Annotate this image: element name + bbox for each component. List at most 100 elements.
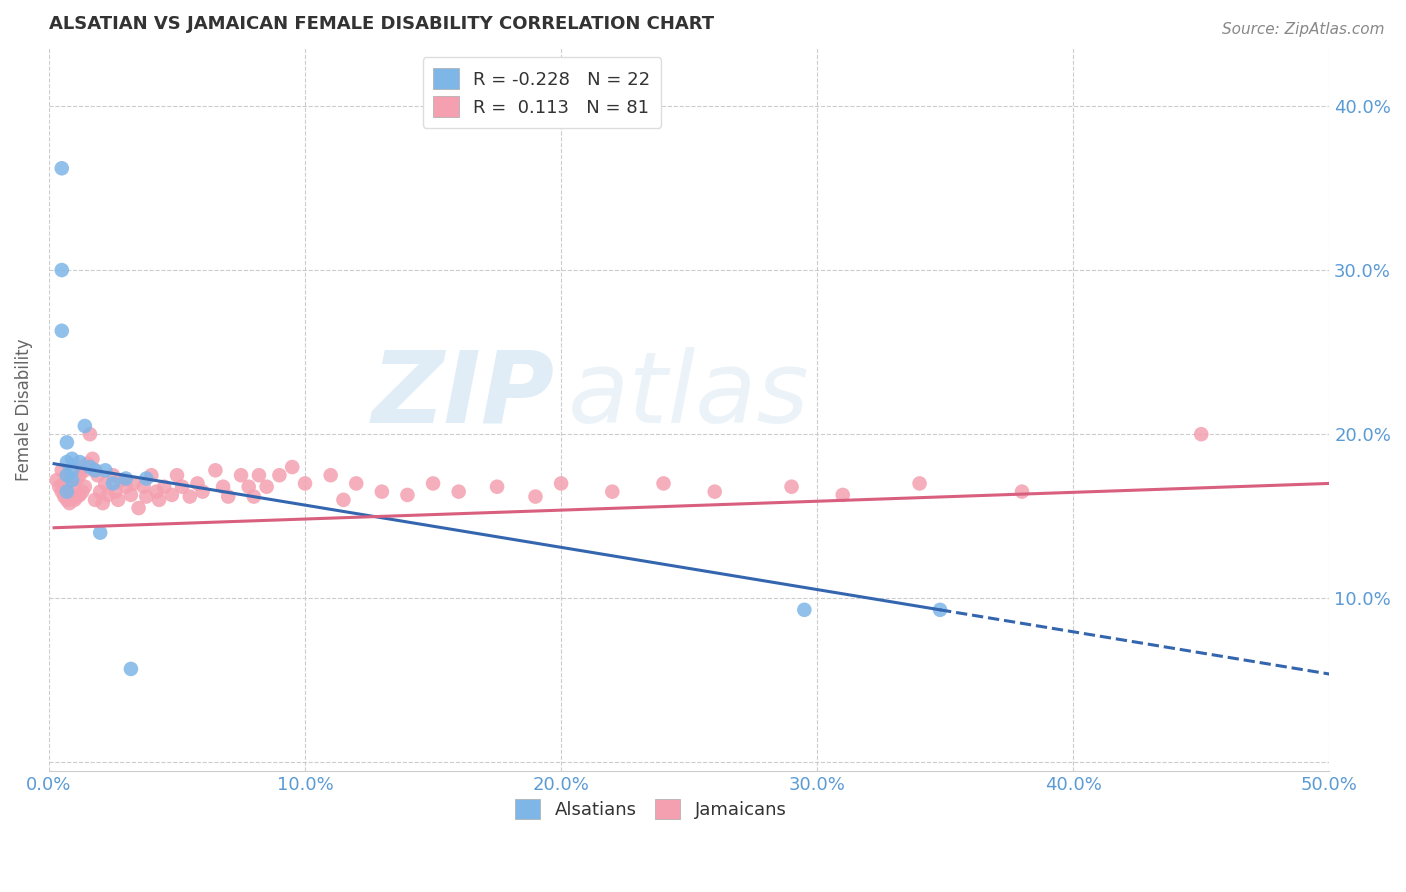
Point	[69, 468, 91, 483]
Point	[58, 496, 80, 510]
Point	[160, 488, 183, 502]
Point	[191, 484, 214, 499]
Point	[166, 468, 188, 483]
Point	[89, 484, 111, 499]
Point	[51, 324, 73, 338]
Point	[229, 468, 252, 483]
Point	[56, 492, 79, 507]
Point	[396, 488, 419, 502]
Point	[212, 480, 235, 494]
Point	[132, 480, 155, 494]
Point	[56, 468, 79, 483]
Point	[79, 460, 101, 475]
Text: Source: ZipAtlas.com: Source: ZipAtlas.com	[1222, 22, 1385, 37]
Point	[145, 484, 167, 499]
Point	[238, 480, 260, 494]
Point	[89, 525, 111, 540]
Point	[243, 490, 266, 504]
Point	[63, 476, 86, 491]
Point	[422, 476, 444, 491]
Point	[53, 490, 76, 504]
Point	[72, 484, 94, 499]
Point	[58, 471, 80, 485]
Text: atlas: atlas	[568, 347, 808, 443]
Point	[73, 480, 96, 494]
Point	[86, 468, 108, 483]
Point	[60, 463, 83, 477]
Point	[114, 471, 136, 485]
Point	[371, 484, 394, 499]
Point	[73, 463, 96, 477]
Point	[929, 603, 952, 617]
Point	[97, 488, 120, 502]
Point	[524, 490, 547, 504]
Point	[48, 480, 70, 494]
Point	[332, 492, 354, 507]
Point	[84, 492, 107, 507]
Point	[69, 455, 91, 469]
Point	[114, 480, 136, 494]
Point	[53, 476, 76, 491]
Text: ALSATIAN VS JAMAICAN FEMALE DISABILITY CORRELATION CHART: ALSATIAN VS JAMAICAN FEMALE DISABILITY C…	[49, 15, 714, 33]
Point	[186, 476, 208, 491]
Point	[217, 490, 239, 504]
Point	[247, 468, 270, 483]
Point	[120, 488, 142, 502]
Point	[91, 496, 114, 510]
Point	[60, 473, 83, 487]
Point	[79, 427, 101, 442]
Point	[56, 484, 79, 499]
Point	[652, 476, 675, 491]
Point	[101, 476, 124, 491]
Point	[793, 603, 815, 617]
Point	[256, 480, 278, 494]
Point	[45, 473, 67, 487]
Point	[281, 460, 304, 475]
Point	[600, 484, 623, 499]
Point	[56, 455, 79, 469]
Point	[447, 484, 470, 499]
Point	[703, 484, 725, 499]
Point	[63, 492, 86, 507]
Point	[72, 460, 94, 475]
Point	[550, 476, 572, 491]
Point	[128, 501, 150, 516]
Text: ZIP: ZIP	[371, 347, 555, 443]
Point	[56, 435, 79, 450]
Point	[66, 490, 89, 504]
Point	[60, 451, 83, 466]
Point	[486, 480, 509, 494]
Point	[76, 457, 98, 471]
Point	[101, 468, 124, 483]
Point	[56, 468, 79, 483]
Point	[51, 463, 73, 477]
Point	[135, 490, 157, 504]
Point	[84, 463, 107, 477]
Point	[60, 473, 83, 487]
Point	[1189, 427, 1212, 442]
Point	[135, 471, 157, 485]
Legend: Alsatians, Jamaicans: Alsatians, Jamaicans	[508, 791, 793, 827]
Point	[204, 463, 226, 477]
Point	[148, 492, 170, 507]
Point	[269, 468, 291, 483]
Point	[141, 468, 163, 483]
Point	[94, 476, 117, 491]
Point	[908, 476, 931, 491]
Point	[153, 480, 176, 494]
Point	[344, 476, 367, 491]
Point	[319, 468, 342, 483]
Point	[51, 484, 73, 499]
Point	[51, 263, 73, 277]
Point	[831, 488, 853, 502]
Point	[780, 480, 803, 494]
Point	[82, 451, 104, 466]
Point	[69, 488, 91, 502]
Y-axis label: Female Disability: Female Disability	[15, 338, 32, 481]
Point	[172, 480, 194, 494]
Point	[104, 484, 127, 499]
Point	[60, 488, 83, 502]
Point	[84, 463, 107, 477]
Point	[51, 161, 73, 176]
Point	[110, 473, 132, 487]
